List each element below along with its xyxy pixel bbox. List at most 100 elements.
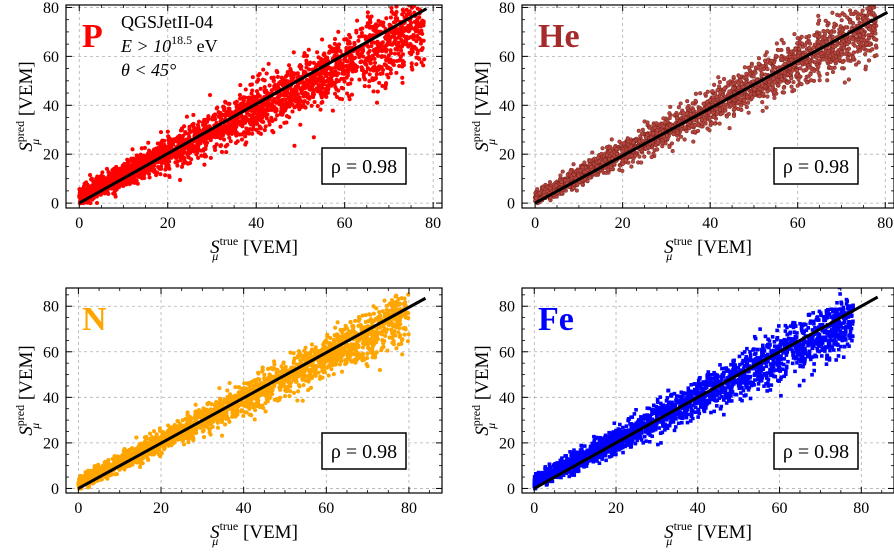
y-tick-label: 0 (51, 196, 59, 213)
data-point (840, 66, 845, 71)
data-point (330, 49, 335, 54)
data-point (296, 85, 301, 90)
y-axis-label: Spredμ [VEM] (13, 61, 42, 152)
data-point (350, 68, 355, 73)
x-tick-label: 20 (160, 215, 176, 232)
data-point (400, 75, 405, 80)
data-point (845, 42, 850, 47)
data-point (394, 16, 400, 21)
data-point (271, 130, 276, 135)
data-point (89, 177, 94, 182)
data-point (642, 154, 647, 159)
data-point (856, 40, 861, 45)
data-point (707, 98, 713, 103)
data-point (702, 112, 708, 117)
data-point (179, 127, 184, 133)
data-point (298, 66, 304, 71)
data-point (665, 125, 670, 130)
data-point (668, 104, 673, 109)
y-tick-label: 80 (499, 0, 515, 17)
y-tick-label: 60 (43, 49, 59, 66)
y-tick-label: 20 (43, 147, 59, 164)
data-point (637, 154, 642, 159)
data-point (628, 144, 633, 149)
data-point (96, 181, 101, 186)
data-point (101, 174, 106, 179)
data-point (269, 75, 274, 80)
data-point (200, 122, 206, 128)
data-point (332, 91, 338, 96)
data-point (617, 139, 622, 144)
data-point (872, 36, 877, 42)
data-point (845, 49, 850, 54)
data-point (115, 167, 120, 172)
x-tick-label: 0 (75, 215, 83, 232)
data-point (261, 119, 266, 125)
data-point (339, 85, 344, 91)
data-point (371, 89, 376, 94)
data-point (629, 153, 634, 158)
data-point (804, 59, 809, 65)
data-point (257, 94, 262, 99)
data-point (645, 120, 650, 125)
data-point (691, 108, 696, 113)
data-point (678, 101, 683, 106)
data-point (158, 130, 164, 135)
data-point (404, 12, 410, 17)
data-point (737, 74, 742, 79)
data-point (600, 146, 605, 151)
data-point (311, 87, 316, 93)
data-point (744, 104, 749, 110)
data-point (390, 42, 395, 47)
data-point (378, 71, 383, 76)
data-point (309, 103, 314, 108)
data-point (394, 42, 399, 47)
data-point (765, 94, 770, 99)
data-point (793, 46, 798, 52)
data-point (180, 153, 185, 158)
data-point (194, 152, 199, 157)
data-point (372, 40, 377, 45)
data-point (614, 147, 619, 152)
data-point (223, 99, 228, 104)
data-point (312, 81, 317, 86)
data-point (327, 44, 332, 49)
data-point (189, 157, 194, 162)
data-point (548, 186, 553, 191)
data-point (234, 99, 239, 104)
data-point (739, 103, 744, 108)
data-point (247, 112, 252, 118)
data-point (113, 194, 118, 199)
data-point (261, 67, 266, 72)
data-point (825, 71, 830, 76)
data-point (393, 31, 398, 36)
data-point (391, 11, 396, 16)
data-point (315, 103, 320, 109)
data-point (763, 53, 768, 58)
data-point (714, 111, 720, 116)
data-point (188, 147, 193, 152)
data-point (693, 98, 698, 103)
data-point (374, 100, 380, 105)
data-point (671, 132, 676, 137)
data-point (678, 134, 684, 139)
data-point (682, 137, 687, 142)
data-point (242, 115, 247, 120)
data-point (243, 142, 248, 147)
data-point (311, 73, 316, 78)
data-point (418, 41, 424, 46)
data-point (695, 128, 701, 134)
data-point (258, 131, 264, 136)
data-point (675, 130, 680, 135)
data-point (344, 58, 349, 64)
x-tick-label: 60 (337, 215, 353, 232)
data-point (773, 53, 778, 58)
data-point (874, 53, 879, 58)
data-point (807, 41, 813, 46)
data-point (227, 106, 232, 111)
data-point (814, 55, 819, 60)
data-point (329, 69, 334, 74)
data-point (342, 71, 347, 77)
data-point (403, 28, 408, 33)
